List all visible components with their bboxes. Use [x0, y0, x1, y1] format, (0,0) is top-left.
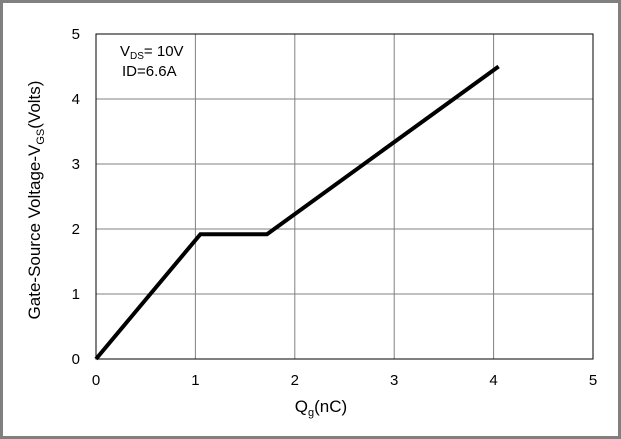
- x-tick-label: 4: [489, 372, 497, 389]
- annotation-vds-main: V: [120, 43, 130, 60]
- y-axis-label-sub: GS: [35, 129, 47, 145]
- y-axis-label-main: Gate-Source Voltage-V: [25, 144, 44, 319]
- y-tick-label: 4: [72, 91, 80, 108]
- x-axis-label-rest: (nC): [314, 397, 347, 416]
- y-tick-label: 5: [72, 26, 80, 43]
- x-tick-label: 1: [191, 372, 199, 389]
- series-line: [94, 64, 500, 361]
- y-tick-label: 0: [72, 351, 80, 368]
- y-tick-labels: 0 1 2 3 4 5: [72, 26, 80, 368]
- x-axis-label: Qg(nC): [295, 397, 347, 419]
- x-axis-label-sub: g: [308, 407, 314, 419]
- grid-lines: [95, 33, 594, 360]
- x-tick-labels: 0 1 2 3 4 5: [92, 372, 597, 389]
- x-tick-label: 5: [589, 372, 597, 389]
- x-tick-label: 0: [92, 372, 100, 389]
- y-axis-label: Gate-Source Voltage-VGS(Volts): [25, 81, 47, 320]
- x-axis-label-main: Q: [295, 397, 308, 416]
- series-group: [94, 64, 500, 361]
- plot-area: [95, 33, 594, 360]
- y-tick-label: 1: [72, 286, 80, 303]
- annotation-vds: VDS= 10V: [120, 43, 184, 62]
- y-tick-label: 3: [72, 156, 80, 173]
- annotation-vds-sub: DS: [130, 51, 144, 62]
- y-axis-label-rest: (Volts): [25, 81, 44, 129]
- x-tick-label: 2: [291, 372, 299, 389]
- annotation-vds-rest: = 10V: [144, 43, 184, 60]
- annotation-id: ID=6.6A: [122, 63, 177, 80]
- y-tick-label: 2: [72, 221, 80, 238]
- x-tick-label: 3: [390, 372, 398, 389]
